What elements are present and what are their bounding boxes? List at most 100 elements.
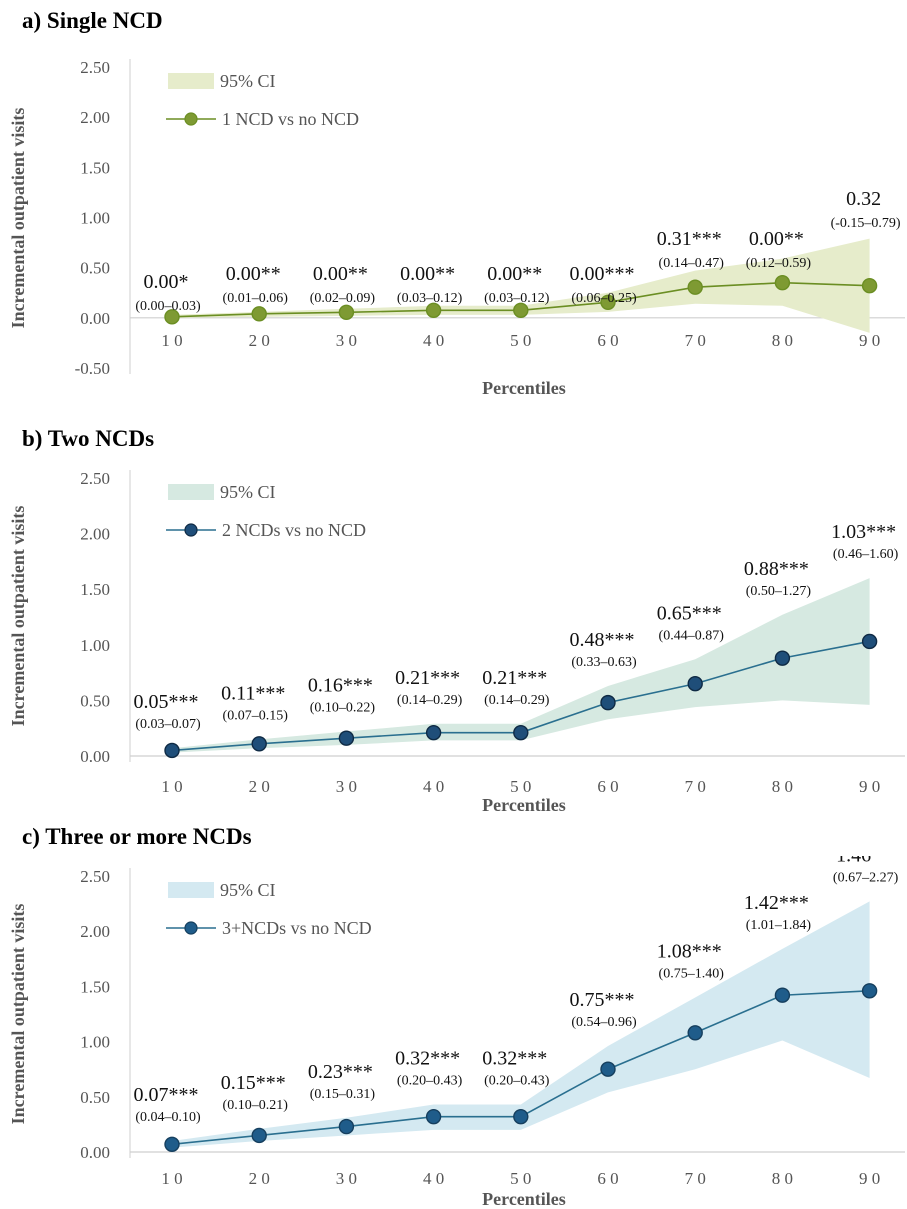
data-point [425,724,442,741]
data-point [251,1127,267,1144]
data-label: 0.00*** [570,263,635,285]
ci-label: (0.12–0.59) [746,256,812,271]
ci-label: (0.14–0.29) [397,693,463,708]
x-tick-label: 2 0 [249,1169,270,1188]
legend-ci-swatch [168,484,214,500]
ci-label: (0.44–0.87) [659,628,725,643]
ci-label: (0.54–0.96) [571,1015,637,1030]
data-label: 1.03*** [831,521,896,543]
data-label: 0.32 [846,188,881,210]
data-point [861,278,878,294]
y-axis-title: Incremental outpatient visits [8,904,28,1125]
y-tick-label: 0.50 [80,691,110,710]
x-tick-label: 1 0 [161,1169,182,1188]
data-point [338,304,355,321]
y-tick-label: 2.50 [80,867,110,886]
ci-label: (0.10–0.22) [310,701,376,716]
ci-label: (0.33–0.63) [571,655,637,670]
x-tick-label: 2 0 [249,331,270,350]
ci-label: (0.06–0.25) [571,291,637,306]
chart-two-ncds: 0.00 0.50 1.00 1.50 2.00 2.50 0.05*** (0.03–0.0… [8,469,905,815]
panel-title: b) Two NCDs [22,426,155,451]
data-label: 0.00** [313,263,368,285]
data-label: 0.75*** [570,989,635,1011]
data-point [861,983,878,999]
data-point [164,309,180,325]
data-point [861,633,878,650]
data-label: 0.00* [144,271,189,293]
data-label: 0.21*** [482,667,547,689]
x-tick-label: 6 0 [597,1169,618,1188]
legend-series-marker [184,921,198,935]
x-axis-title: Percentiles [482,378,566,398]
data-point [251,736,267,752]
data-point [774,987,791,1003]
y-tick-label: 1.00 [80,636,110,655]
ci-label: (0.03–0.07) [135,717,201,732]
ci-label: (0.03–0.12) [397,291,463,306]
data-label: 0.32*** [482,1048,547,1070]
ci-band [172,901,870,1148]
x-tick-label: 1 0 [161,777,182,796]
legend-series-label: 2 NCDs vs no NCD [222,520,366,540]
y-tick-label: -0.50 [75,359,110,378]
x-tick-label: 4 0 [423,331,444,350]
x-tick-label: 2 0 [249,777,270,796]
ci-label: (0.46–1.60) [833,547,899,562]
data-label: 0.05*** [134,691,199,713]
legend-series-label: 1 NCD vs no NCD [222,109,359,129]
data-label: 0.11*** [221,682,285,704]
data-label: 1.08*** [657,940,722,962]
ci-label: (0.50–1.27) [746,584,812,599]
data-point [513,724,529,741]
data-label: 1.42*** [744,892,809,914]
data-point [774,275,791,291]
data-label: 0.48*** [570,629,635,651]
x-tick-label: 9 0 [859,1169,880,1188]
ci-label: (0.67–2.27) [833,870,899,885]
legend-series-label: 3+NCDs vs no NCD [222,918,372,938]
data-label: 0.15*** [221,1072,286,1094]
data-point [774,650,791,666]
x-tick-label: 8 0 [772,777,793,796]
data-label: 0.65*** [657,602,722,624]
x-tick-label: 3 0 [336,331,357,350]
data-point [687,676,703,692]
ci-label: (-0.15–0.79) [831,216,901,231]
ci-label: (0.02–0.09) [310,291,376,306]
ci-label: (0.15–0.31) [310,1087,376,1102]
data-point [687,279,703,295]
ci-label: (1.01–1.84) [746,918,812,933]
x-tick-label: 5 0 [510,1169,531,1188]
x-tick-label: 6 0 [597,777,618,796]
x-tick-label: 8 0 [772,331,793,350]
x-tick-label: 7 0 [685,331,706,350]
ci-label: (0.00–0.03) [135,299,201,314]
y-tick-label: 1.00 [80,1033,110,1052]
x-tick-label: 4 0 [423,1169,444,1188]
x-axis-title: Percentiles [482,1189,566,1209]
y-tick-label: 1.50 [80,158,110,177]
y-axis-title: Incremental outpatient visits [8,108,28,329]
y-tick-label: 0.50 [80,1088,110,1107]
data-label: 0.88*** [744,558,809,580]
data-label: 0.31*** [657,228,722,250]
y-tick-label: 1.50 [80,580,110,599]
ci-label: (0.14–0.29) [484,693,550,708]
x-tick-label: 8 0 [772,1169,793,1188]
legend-ci-label: 95% CI [220,482,276,502]
data-point [164,1136,180,1152]
data-point [425,302,442,319]
y-axis-title: Incremental outpatient visits [8,506,28,727]
data-label: 0.07*** [134,1084,199,1106]
x-tick-label: 6 0 [597,331,618,350]
y-tick-label: 2.50 [80,469,110,488]
ci-label: (0.01–0.06) [223,291,289,306]
legend-ci-swatch [168,73,214,89]
ci-label: (0.75–1.40) [659,966,725,981]
data-label: 0.00** [400,263,455,285]
data-point [600,694,616,711]
legend-ci-label: 95% CI [220,71,276,91]
legend-series-marker [184,523,198,537]
